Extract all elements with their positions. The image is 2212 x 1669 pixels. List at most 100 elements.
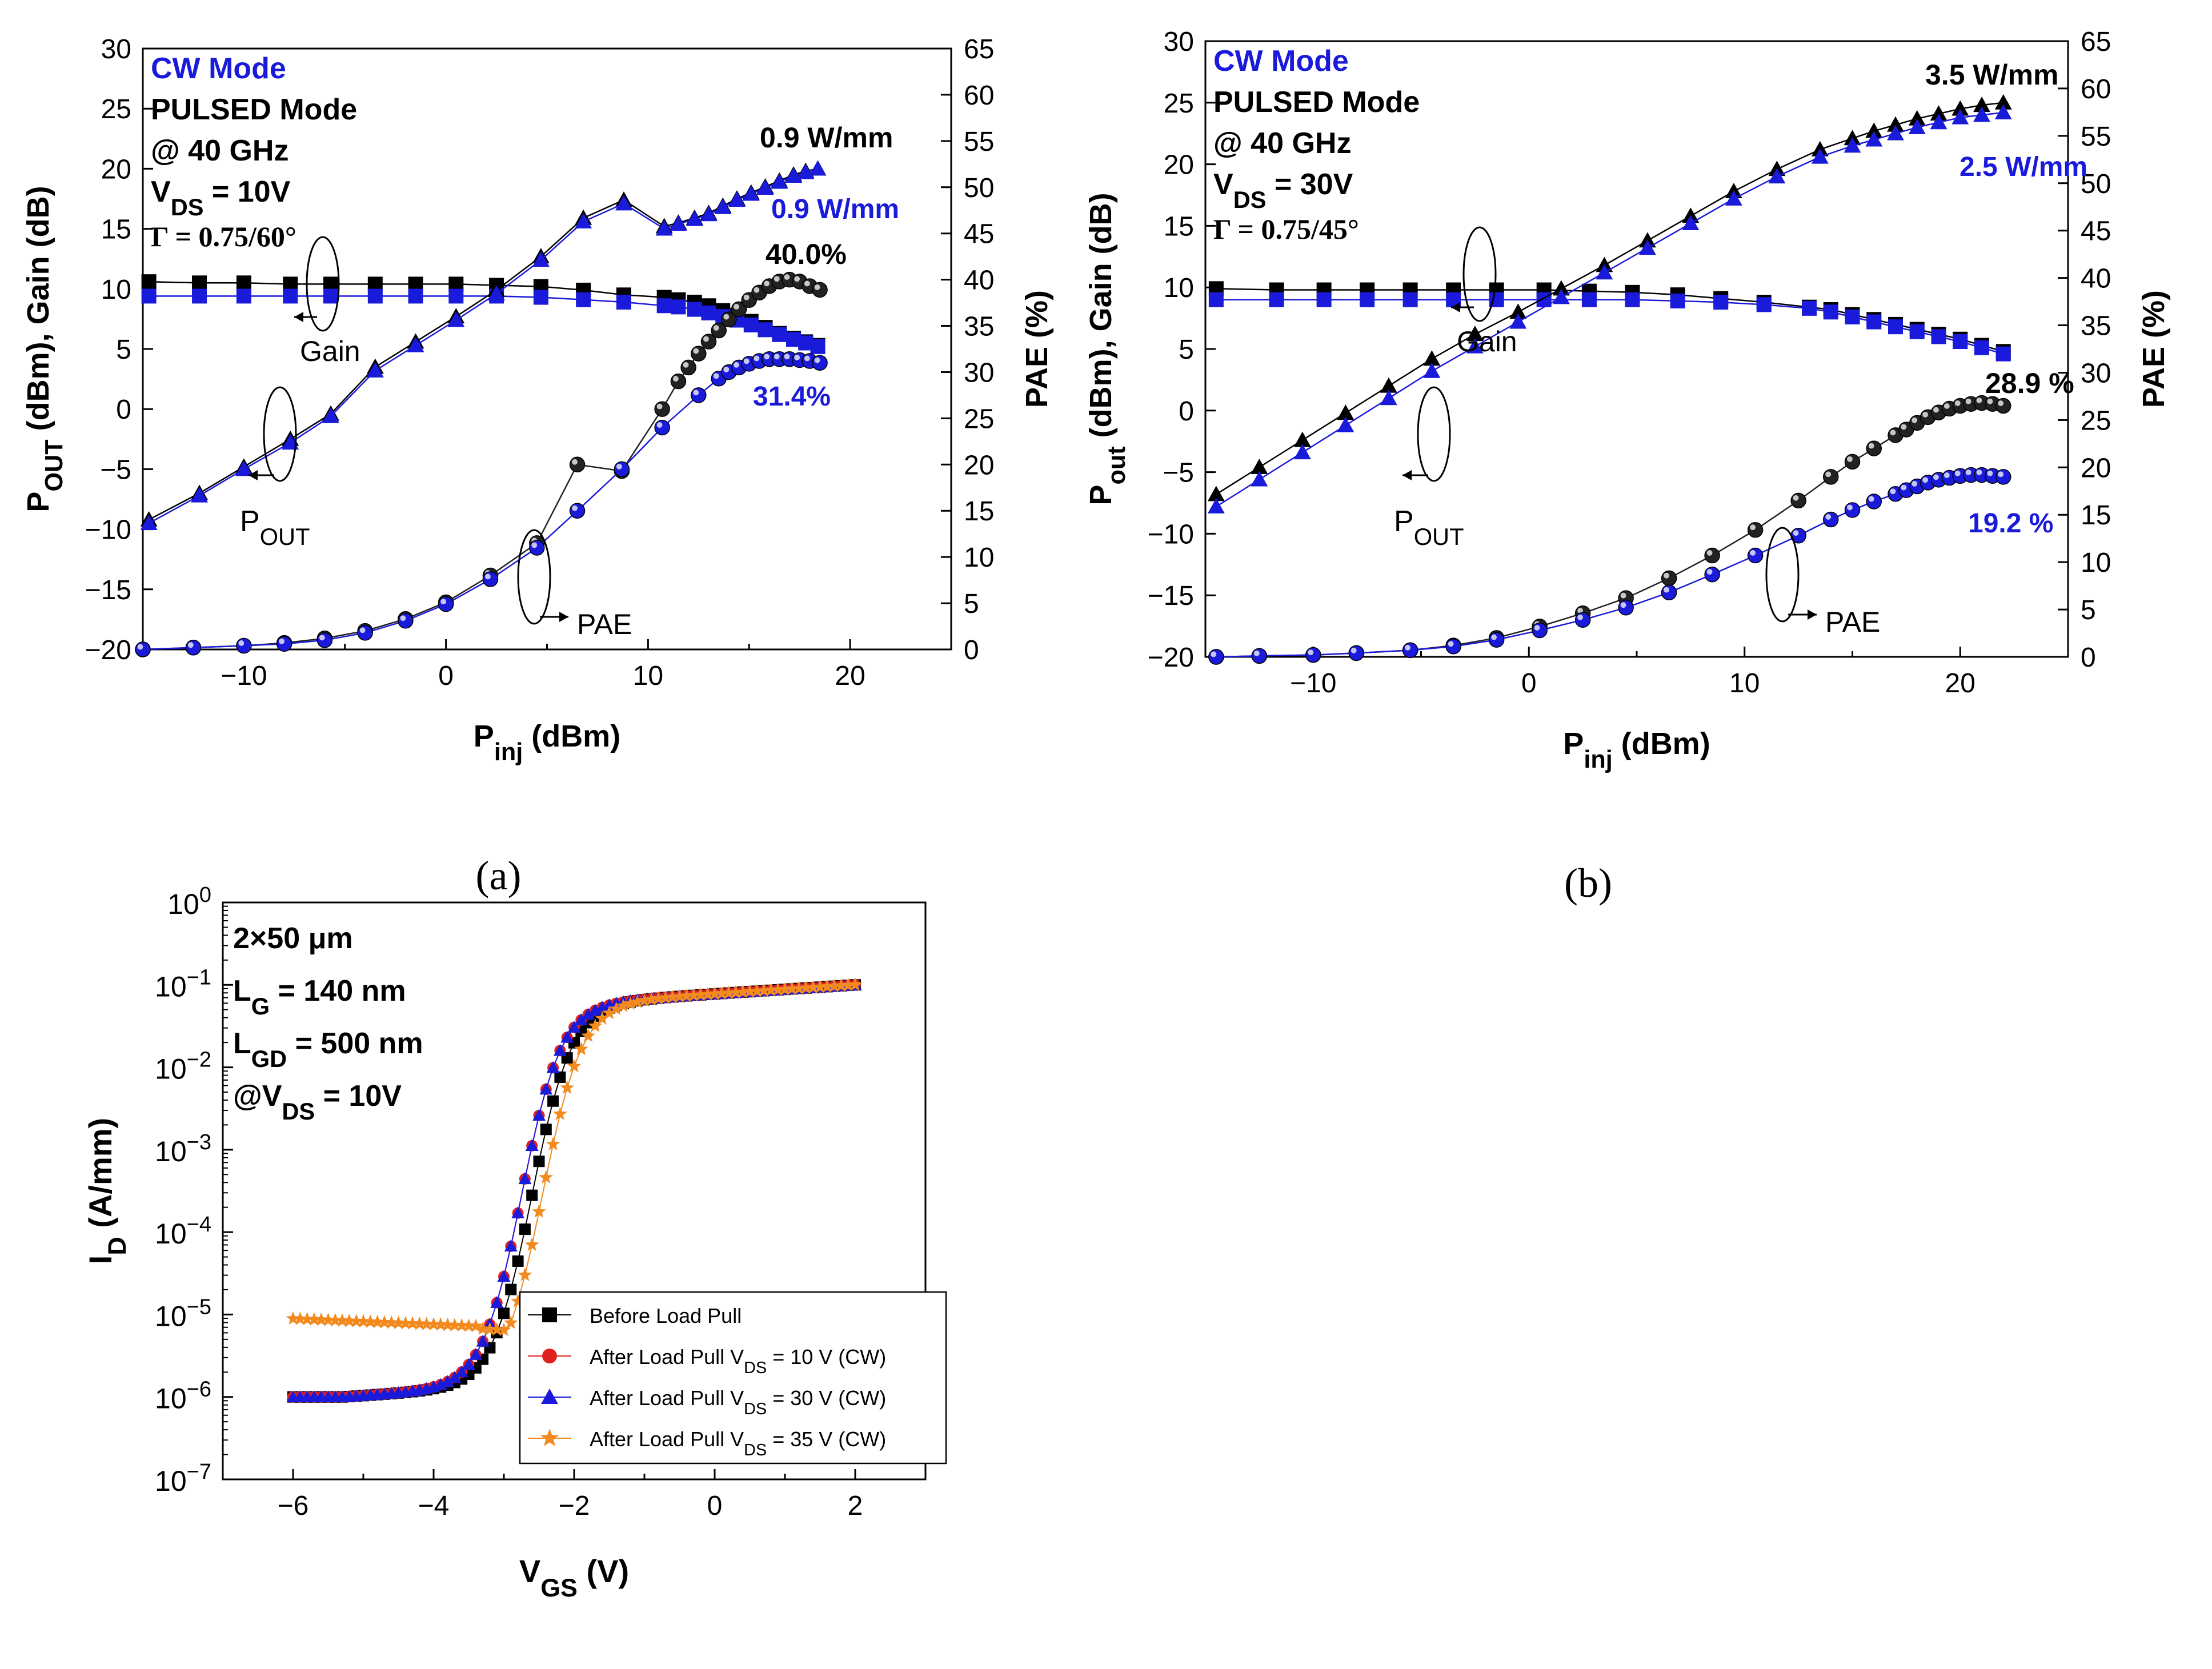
- data-point: [656, 298, 672, 314]
- data-point: [553, 1106, 567, 1120]
- text-span: P: [21, 492, 55, 512]
- data-point: [784, 981, 799, 995]
- data-point: [827, 978, 841, 993]
- data-point: [1844, 454, 1861, 470]
- marker-highlight: [1922, 411, 1929, 418]
- marker-highlight: [814, 357, 820, 363]
- subscript-span: GS: [540, 1574, 578, 1602]
- data-point: [1995, 398, 2011, 414]
- data-point: [503, 1315, 518, 1329]
- marker-highlight: [804, 280, 810, 287]
- y-right-tick-label: 20: [2081, 453, 2111, 483]
- data-point: [448, 288, 464, 304]
- data-point: [691, 387, 707, 403]
- data-point: [511, 1206, 525, 1218]
- subscript-span: inj: [1584, 746, 1612, 773]
- text-span: Before Load Pull: [590, 1304, 742, 1327]
- series-line: [142, 358, 820, 651]
- pae-pulsed-annotation: 28.9 %: [1985, 367, 2074, 399]
- y-left-tick-label: 15: [101, 215, 131, 245]
- data-point: [448, 1371, 462, 1383]
- legend-entry: After Load Pull VDS = 30 V (CW): [528, 1386, 886, 1418]
- arrow-head: [294, 312, 303, 322]
- text-span: L: [233, 1027, 251, 1060]
- data-point: [569, 456, 586, 473]
- data-point: [462, 1358, 475, 1370]
- y-right-tick-label: 5: [2081, 595, 2096, 625]
- data-point: [469, 1348, 483, 1360]
- y-right-tick-label: 25: [2081, 406, 2111, 436]
- chart-panel-a: −10 0 10 20 −20 −15 −10 −5 0 5 10 15 20 25 30 0 5 10 15 20 2…: [21, 34, 1054, 898]
- data-point: [384, 1315, 399, 1329]
- data-point: [547, 1095, 559, 1107]
- data-point: [511, 1294, 525, 1307]
- data-point: [1823, 511, 1839, 528]
- data-point: [1930, 105, 1947, 121]
- data-point: [1348, 645, 1364, 661]
- data-point: [576, 292, 591, 307]
- marker-highlight: [1922, 477, 1929, 483]
- series-pae-cw: [135, 351, 828, 657]
- marker-highlight: [1211, 651, 1217, 657]
- pae-arrow: [540, 612, 568, 622]
- data-point: [711, 322, 727, 339]
- marker-body: [654, 401, 670, 417]
- data-point: [1995, 346, 2011, 362]
- data-point: [691, 346, 707, 362]
- data-point: [799, 980, 814, 994]
- x-tick-label: −4: [418, 1491, 450, 1521]
- marker-body: [680, 359, 696, 376]
- data-point: [1865, 131, 1883, 147]
- vds-condition: VDS = 10V: [151, 175, 291, 220]
- data-point: [236, 637, 252, 654]
- data-point: [735, 985, 750, 998]
- y-right-tick-label: 30: [964, 358, 994, 388]
- y-left-tick-label: 25: [1164, 89, 1194, 119]
- data-point: [778, 982, 792, 996]
- y-left-tick-label: 20: [101, 154, 131, 184]
- data-point: [370, 1314, 384, 1329]
- legend-label: After Load Pull VDS = 35 V (CW): [590, 1427, 886, 1459]
- data-point: [236, 275, 251, 291]
- y-right-tick-label: 55: [964, 127, 994, 157]
- marker-body: [1866, 494, 1882, 509]
- data-point: [554, 1071, 566, 1083]
- marker-highlight: [279, 638, 285, 644]
- data-point: [391, 1315, 406, 1329]
- text-span: L: [233, 974, 251, 1008]
- device-info-line: 2×50 μm: [233, 922, 353, 955]
- data-point: [1509, 313, 1527, 329]
- marker-highlight: [1664, 572, 1670, 579]
- tick-base: 10: [155, 1300, 187, 1332]
- data-point: [490, 1296, 504, 1308]
- data-point: [1802, 300, 1817, 316]
- data-point: [316, 632, 333, 648]
- pout-label: POUT: [1394, 505, 1464, 550]
- legend-marker: [542, 1349, 557, 1363]
- y-tick-label: 10−4: [155, 1213, 211, 1250]
- data-point: [1844, 137, 1861, 153]
- x-tick-label: 10: [1729, 668, 1760, 699]
- data-point: [671, 299, 686, 315]
- y-right-tick-label: 20: [964, 450, 994, 480]
- marker-highlight: [1912, 417, 1918, 423]
- text-span: P: [1394, 505, 1414, 538]
- marker-body: [1574, 612, 1591, 628]
- data-point: [1908, 118, 1926, 134]
- data-point: [575, 213, 592, 228]
- marker-highlight: [238, 640, 245, 646]
- data-point: [525, 1139, 539, 1152]
- x-tick-label: −10: [1290, 668, 1336, 699]
- tick-exponent: 0: [199, 883, 211, 907]
- data-point: [1251, 459, 1268, 474]
- data-point: [567, 1058, 582, 1073]
- text-span: After Load Pull V: [590, 1427, 744, 1451]
- data-point: [1973, 106, 1990, 122]
- device-info-line: @VDS = 10V: [233, 1080, 402, 1125]
- data-point: [731, 301, 747, 318]
- y-right-tick-label: 50: [2081, 169, 2111, 199]
- marker-body: [1402, 642, 1418, 659]
- marker-body: [1488, 632, 1505, 648]
- data-point: [533, 1156, 545, 1168]
